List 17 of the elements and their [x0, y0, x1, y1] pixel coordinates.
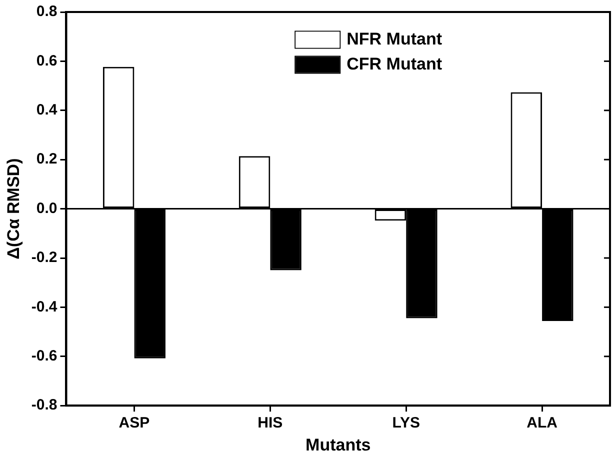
y-tick-label: -0.8	[31, 396, 58, 414]
y-tick-label: -0.6	[31, 348, 58, 365]
y-tick-label: 0.2	[36, 150, 58, 168]
y-tick-label: -0.2	[31, 249, 58, 266]
y-tick-label: 0.0	[36, 200, 58, 217]
y-tick-label: 0.4	[36, 102, 58, 119]
legend-label: CFR Mutant	[346, 54, 442, 74]
y-tick-label: 0.6	[36, 52, 58, 70]
y-tick-label: -0.4	[31, 298, 58, 316]
x-tick-label: ASP	[118, 414, 150, 432]
y-tick-label: 0.8	[36, 3, 58, 20]
y-axis-title: Δ(Cα RMSD)	[4, 158, 23, 260]
x-tick-label: ALA	[526, 414, 558, 432]
legend-label: NFR Mutant	[346, 29, 442, 48]
x-tick-label: LYS	[392, 414, 420, 432]
x-axis-title: Mutants	[306, 435, 371, 454]
x-tick-label: HIS	[258, 414, 283, 432]
